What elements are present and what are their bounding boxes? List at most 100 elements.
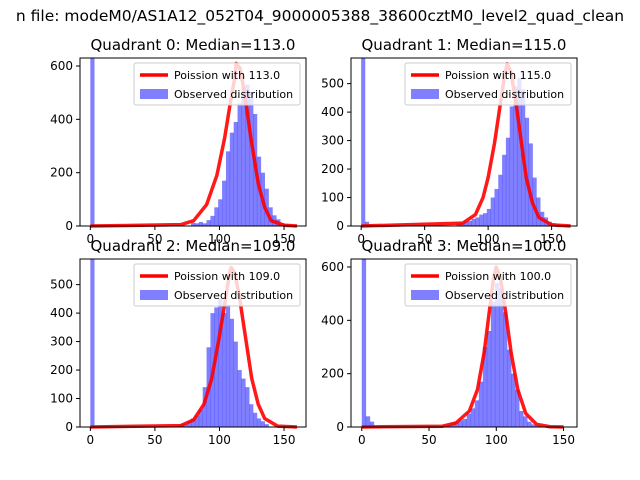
histogram-bar	[490, 197, 495, 226]
panel-title: Quadrant 0: Median=113.0	[91, 36, 296, 54]
quadrant-3-panel: 0 50 100 150 0 200 400 600 Quadrant 3: Median=10…	[321, 237, 578, 447]
x-tick-label: 150	[273, 433, 296, 447]
y-tick-label: 500	[321, 77, 344, 91]
histogram-bar	[515, 389, 520, 427]
x-tick-label: 50	[417, 232, 432, 246]
histogram-bar	[464, 221, 469, 226]
histogram-bar	[513, 86, 518, 226]
legend-observed-label: Observed distribution	[174, 88, 293, 101]
histogram-bar	[222, 180, 227, 226]
axes-frame	[350, 57, 578, 227]
histogram-bar	[365, 416, 371, 427]
x-tick-label: 150	[540, 232, 563, 246]
y-tick-label: 400	[321, 313, 344, 327]
histogram-bar	[229, 318, 234, 427]
histogram-bar	[214, 207, 219, 226]
histogram-bar	[503, 312, 508, 427]
y-tick-label: 400	[50, 306, 73, 320]
histogram-bar	[507, 349, 512, 427]
quadrant-1-panel: 0 50 100 150 0 100 200 300 400 500 Quadrant 1: Med…	[321, 36, 578, 246]
y-tick-label: 0	[65, 420, 73, 434]
x-tick-label: 150	[552, 433, 575, 447]
histogram-bar	[509, 106, 514, 226]
histogram-bar	[194, 415, 200, 427]
y-tick-label: 600	[321, 260, 344, 274]
x-tick-label: 150	[273, 232, 296, 246]
histogram-bar	[475, 217, 480, 226]
legend-observed-swatch	[411, 89, 439, 99]
legend: Poission with 109.0 Observed distribution	[133, 263, 301, 307]
histogram-bar	[225, 151, 231, 226]
histogram-bar	[536, 197, 541, 226]
legend-box	[133, 263, 301, 307]
legend: Poission with 115.0 Observed distribution	[404, 62, 572, 106]
histogram-bar	[494, 188, 499, 226]
histogram-bar	[241, 378, 246, 427]
histogram-bar	[535, 425, 540, 427]
y-tick-label: 600	[50, 59, 73, 73]
histogram-bar	[233, 341, 238, 427]
y-tick-label: 100	[321, 191, 344, 205]
histogram-bar	[531, 424, 536, 427]
legend: Poission with 113.0 Observed distribution	[133, 62, 301, 106]
panel-title: Quadrant 1: Median=115.0	[362, 36, 567, 54]
y-tick-label: 0	[336, 420, 344, 434]
axes-frame	[350, 258, 578, 428]
histogram-bar	[253, 412, 258, 427]
histogram-bar	[517, 77, 522, 227]
histogram-bar	[245, 84, 250, 226]
histogram-bar	[264, 424, 269, 427]
x-tick-label: 100	[485, 433, 508, 447]
legend-fit-label: Poission with 100.0	[445, 270, 551, 283]
legend-observed-swatch	[140, 290, 168, 300]
histogram-bar	[490, 301, 496, 427]
legend-box	[404, 62, 572, 106]
histogram-bar	[479, 214, 484, 226]
x-tick-label: 0	[358, 433, 366, 447]
x-tick-label: 50	[147, 433, 162, 447]
legend-observed-swatch	[411, 290, 439, 300]
histogram-bar	[498, 288, 504, 427]
histogram-bar	[245, 387, 250, 427]
histogram-bar	[210, 215, 215, 226]
histogram-bar	[249, 404, 254, 427]
histogram-bar	[467, 220, 472, 226]
histogram-bar	[222, 313, 227, 427]
legend-observed-swatch	[140, 89, 168, 99]
histogram-bar	[532, 177, 537, 226]
histogram-bar	[361, 259, 367, 427]
histogram-bar	[225, 304, 231, 427]
x-tick-label: 100	[477, 232, 500, 246]
figure-suptitle: n file: modeM0/AS1A12_052T04_9000005388_…	[16, 7, 624, 26]
histogram-bar	[202, 223, 207, 226]
histogram-bar	[90, 58, 95, 226]
x-tick-label: 50	[147, 232, 162, 246]
legend-fit-label: Poission with 115.0	[445, 69, 551, 82]
histogram-bar	[502, 154, 507, 226]
y-tick-label: 200	[50, 363, 73, 377]
histogram-bar	[471, 218, 476, 226]
histogram-bar	[361, 58, 366, 226]
histogram-bar	[458, 420, 463, 427]
histogram-bar	[364, 221, 370, 226]
y-tick-label: 200	[321, 367, 344, 381]
y-tick-label: 300	[50, 335, 73, 349]
histogram-bar	[264, 188, 269, 226]
histogram-bar	[482, 347, 488, 427]
legend-fit-label: Poission with 113.0	[174, 69, 280, 82]
y-tick-label: 200	[321, 162, 344, 176]
axes-frame	[79, 258, 307, 428]
y-tick-label: 500	[50, 278, 73, 292]
panel-title: Quadrant 2: Median=109.0	[91, 237, 296, 255]
quadrant-0-panel: 0 50 100 150 0 200 400 600 Quadrant 0: Median=11…	[50, 36, 307, 246]
y-tick-label: 0	[65, 219, 73, 233]
legend-box	[133, 62, 301, 106]
x-tick-label: 0	[357, 232, 365, 246]
x-tick-label: 0	[87, 433, 95, 447]
histogram-bar	[198, 222, 203, 226]
x-tick-label: 100	[208, 232, 231, 246]
histogram-bar	[218, 199, 223, 226]
histogram-bar	[237, 370, 242, 427]
histogram-bar	[206, 220, 211, 226]
histogram-bar	[249, 92, 254, 226]
